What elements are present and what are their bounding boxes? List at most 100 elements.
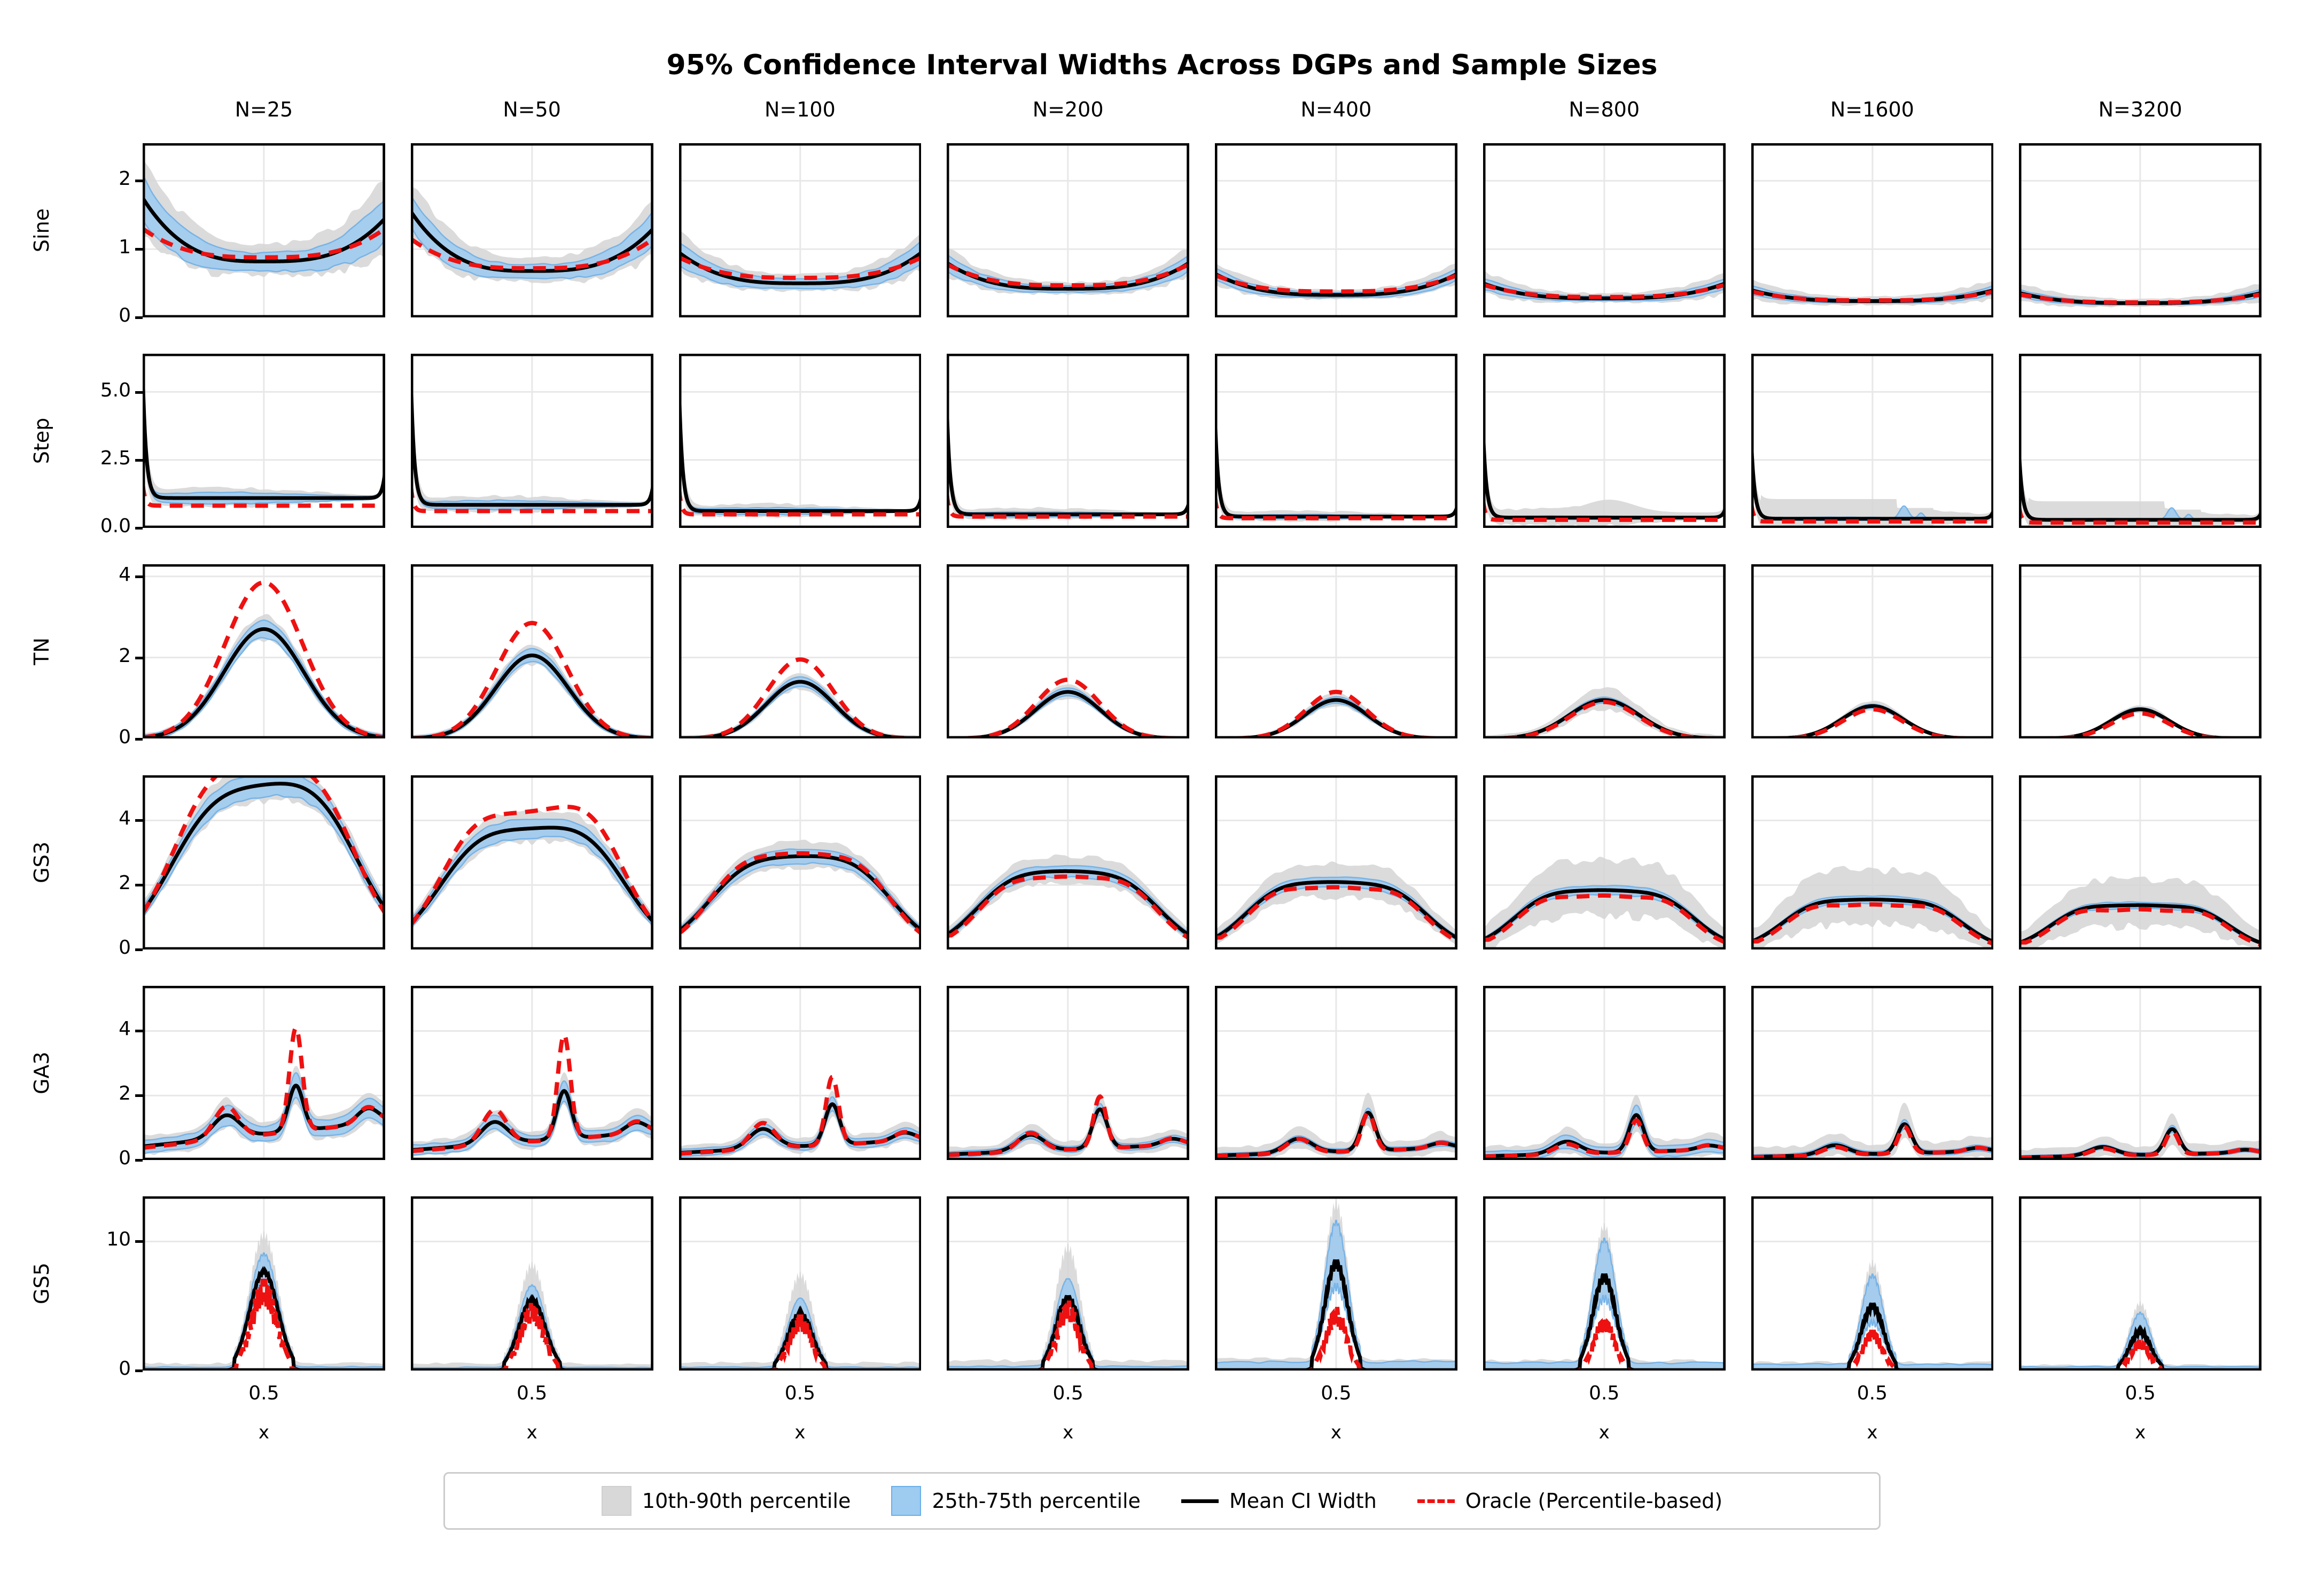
band-25-75 xyxy=(1215,1107,1457,1158)
panel-tn-n-800 xyxy=(1483,564,1726,739)
row-label-step: Step xyxy=(30,417,53,464)
panel-tn-n-3200 xyxy=(2019,564,2261,739)
y-tick-mark xyxy=(135,1369,143,1372)
x-tick-label: 0.5 xyxy=(1052,1382,1083,1404)
y-tick-ga3-2: 4 xyxy=(119,1018,131,1040)
y-tick-mark xyxy=(135,391,143,394)
mean-ci-width-line xyxy=(410,825,653,924)
panel-gs3-n-1600 xyxy=(1751,775,1994,949)
mean-ci-width-line xyxy=(679,386,922,513)
y-tick-mark xyxy=(135,527,143,530)
panel-sine-n-800 xyxy=(1483,143,1726,318)
y-tick-tn-1: 2 xyxy=(119,644,131,667)
x-axis-label: x xyxy=(1598,1422,1610,1443)
oracle-line xyxy=(143,1025,385,1150)
oracle-line xyxy=(1483,500,1726,523)
column-title-n-3200: N=3200 xyxy=(2098,98,2182,121)
row-label-tn: TN xyxy=(30,637,53,666)
legend-item-0[interactable]: 10th-90th percentile xyxy=(601,1486,851,1516)
oracle-line xyxy=(2019,292,2261,305)
oracle-line xyxy=(1215,1306,1457,1371)
mean-ci-width-line xyxy=(410,653,653,739)
oracle-line xyxy=(410,1032,653,1153)
column-title-n-400: N=400 xyxy=(1300,98,1372,121)
oracle-line xyxy=(143,1278,385,1371)
band-10-90 xyxy=(1751,406,1994,528)
band-10-90 xyxy=(1751,866,1994,949)
y-tick-mark xyxy=(135,737,143,741)
figure-title: 95% Confidence Interval Widths Across DG… xyxy=(666,49,1658,81)
band-10-90 xyxy=(1483,687,1726,739)
band-10-90 xyxy=(2019,705,2261,739)
x-axis-label: x xyxy=(258,1422,269,1443)
column-title-n-800: N=800 xyxy=(1569,98,1640,121)
oracle-line xyxy=(1215,495,1457,520)
row-label-sine: Sine xyxy=(30,208,53,253)
panel-step-n-200 xyxy=(947,354,1189,528)
mean-ci-width-line xyxy=(143,627,385,739)
x-axis-label: x xyxy=(1330,1422,1342,1443)
band-25-75 xyxy=(947,1102,1189,1158)
y-tick-sine-1: 1 xyxy=(119,236,131,259)
panel-tn-n-1600 xyxy=(1751,564,1994,739)
panel-tn-n-25 xyxy=(143,564,385,739)
band-25-75 xyxy=(143,174,385,273)
mean-ci-width-line xyxy=(1751,1302,1994,1371)
legend-item-2[interactable]: Mean CI Width xyxy=(1181,1489,1377,1513)
panel-step-n-50 xyxy=(410,354,653,528)
y-tick-mark xyxy=(135,316,143,320)
panel-tn-n-100 xyxy=(679,564,922,739)
band-25-75 xyxy=(1751,1273,1994,1371)
oracle-line xyxy=(947,1094,1189,1157)
oracle-line xyxy=(2019,505,2261,525)
panel-ga3-n-3200 xyxy=(2019,985,2261,1160)
y-tick-ga3-0: 0 xyxy=(119,1147,131,1169)
panel-sine-n-25 xyxy=(143,143,385,318)
mean-ci-width-line xyxy=(410,1294,653,1371)
mean-ci-width-line xyxy=(1215,1259,1457,1371)
panel-step-n-800 xyxy=(1483,354,1726,528)
mean-ci-width-line xyxy=(679,251,922,285)
panel-sine-n-50 xyxy=(410,143,653,318)
panel-step-n-400 xyxy=(1215,354,1457,528)
oracle-line xyxy=(679,255,922,280)
x-tick-label: 0.5 xyxy=(516,1382,548,1404)
mean-ci-width-line xyxy=(2019,1324,2261,1371)
mean-ci-width-line xyxy=(143,197,385,263)
y-tick-sine-2: 2 xyxy=(119,168,131,190)
chart-legend: 10th-90th percentile 25th-75th percentile… xyxy=(443,1472,1881,1530)
x-axis-label: x xyxy=(526,1422,537,1443)
oracle-line xyxy=(1751,902,1994,946)
panel-tn-n-50 xyxy=(410,564,653,739)
panel-ga3-n-100 xyxy=(679,985,922,1160)
panel-gs5-n-1600 xyxy=(1751,1196,1994,1371)
x-axis-label: x xyxy=(1867,1422,1878,1443)
oracle-line xyxy=(947,1300,1189,1371)
x-axis-label: x xyxy=(794,1422,806,1443)
panel-step-n-3200 xyxy=(2019,354,2261,528)
oracle-line xyxy=(1751,289,1994,303)
panel-gs5-n-25 xyxy=(143,1196,385,1371)
band-25-75 xyxy=(679,676,922,739)
band-10-90 xyxy=(1483,1094,1726,1160)
oracle-line xyxy=(947,262,1189,288)
row-label-ga3: GA3 xyxy=(30,1051,53,1094)
y-tick-mark xyxy=(135,948,143,951)
panel-sine-n-3200 xyxy=(2019,143,2261,318)
oracle-line xyxy=(1751,503,1994,524)
y-tick-gs3-2: 4 xyxy=(119,807,131,830)
oracle-line xyxy=(679,851,922,935)
mean-ci-width-line xyxy=(1483,1273,1726,1371)
legend-item-3[interactable]: Oracle (Percentile-based) xyxy=(1417,1489,1722,1513)
x-tick-label: 0.5 xyxy=(2125,1382,2156,1404)
x-tick-label: 0.5 xyxy=(784,1382,815,1404)
band-25-75 xyxy=(143,619,385,739)
x-tick-label: 0.5 xyxy=(1321,1382,1352,1404)
legend-item-1[interactable]: 25th-75th percentile xyxy=(891,1486,1141,1516)
oracle-line xyxy=(410,804,653,926)
band-25-75 xyxy=(143,1252,385,1371)
oracle-line xyxy=(679,1075,922,1156)
mean-ci-width-line xyxy=(1751,1122,1994,1159)
oracle-line xyxy=(1215,690,1457,739)
mean-ci-width-line xyxy=(143,1266,385,1371)
